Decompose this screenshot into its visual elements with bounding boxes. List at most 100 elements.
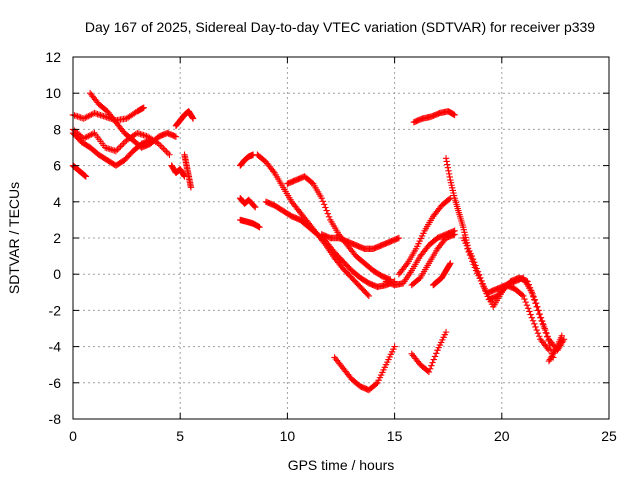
data-point bbox=[558, 332, 566, 339]
data-point bbox=[466, 251, 474, 259]
data-point bbox=[470, 261, 477, 268]
data-points-layer bbox=[69, 90, 568, 394]
data-point bbox=[89, 130, 97, 137]
data-point bbox=[323, 207, 330, 214]
data-point bbox=[140, 104, 147, 111]
data-point bbox=[164, 149, 172, 157]
data-point bbox=[251, 202, 258, 210]
data-point bbox=[446, 173, 453, 181]
data-point bbox=[85, 113, 92, 120]
data-point bbox=[451, 111, 458, 119]
data-point bbox=[445, 167, 452, 174]
data-point bbox=[172, 133, 180, 140]
data-point bbox=[518, 291, 526, 299]
data-point bbox=[428, 362, 435, 369]
y-tick-label: -2 bbox=[49, 302, 62, 318]
data-point bbox=[445, 196, 453, 203]
data-point bbox=[115, 144, 123, 152]
data-point bbox=[540, 323, 548, 331]
data-point bbox=[270, 168, 277, 175]
data-point bbox=[523, 302, 531, 309]
data-point bbox=[529, 317, 537, 324]
data-point bbox=[445, 170, 453, 178]
data-point bbox=[80, 115, 87, 122]
data-point bbox=[482, 287, 489, 294]
y-tick-label: 2 bbox=[53, 230, 61, 246]
data-point bbox=[82, 134, 89, 141]
data-point bbox=[535, 310, 543, 318]
data-point bbox=[82, 173, 90, 180]
data-point bbox=[161, 146, 169, 154]
data-point bbox=[256, 223, 263, 231]
data-point bbox=[471, 264, 479, 271]
data-point bbox=[86, 132, 94, 139]
data-point bbox=[157, 142, 164, 149]
data-point bbox=[532, 323, 539, 331]
data-point bbox=[447, 260, 454, 267]
data-point bbox=[520, 292, 527, 300]
y-tick-label: 4 bbox=[53, 194, 61, 210]
x-axis-label: GPS time / hours bbox=[288, 457, 395, 473]
data-point bbox=[541, 325, 548, 332]
x-tick-label: 15 bbox=[387, 428, 403, 444]
data-point bbox=[395, 234, 403, 242]
y-tick-label: 8 bbox=[53, 121, 61, 137]
data-point bbox=[83, 133, 90, 141]
data-point bbox=[373, 380, 380, 388]
data-point bbox=[160, 145, 167, 152]
y-tick-label: -8 bbox=[49, 411, 62, 427]
data-point bbox=[187, 184, 195, 191]
chart-title: Day 167 of 2025, Sidereal Day-to-day VTE… bbox=[85, 19, 595, 35]
data-point bbox=[318, 194, 325, 202]
data-point bbox=[83, 113, 90, 121]
data-point bbox=[547, 345, 555, 353]
data-point bbox=[538, 317, 545, 324]
y-axis-label: SDTVAR / TECUs bbox=[6, 182, 22, 294]
data-point bbox=[528, 289, 536, 296]
data-point bbox=[117, 143, 124, 150]
data-point bbox=[529, 292, 537, 300]
data-point bbox=[444, 164, 452, 171]
data-point bbox=[431, 353, 439, 360]
data-point bbox=[446, 261, 453, 268]
data-point bbox=[543, 329, 550, 337]
data-point bbox=[522, 298, 529, 306]
data-point bbox=[521, 295, 528, 303]
data-point bbox=[118, 141, 126, 149]
data-point bbox=[526, 308, 533, 315]
y-tick-label: -6 bbox=[49, 375, 62, 391]
data-point bbox=[443, 158, 450, 165]
data-point bbox=[166, 151, 173, 158]
data-point bbox=[542, 326, 549, 334]
data-point bbox=[535, 333, 543, 340]
ticks-layer bbox=[72, 56, 610, 420]
data-point bbox=[433, 350, 440, 357]
data-point bbox=[534, 329, 542, 337]
data-point bbox=[527, 311, 534, 318]
data-point bbox=[533, 303, 540, 310]
data-point bbox=[252, 204, 259, 211]
data-point bbox=[544, 333, 551, 340]
data-point bbox=[320, 201, 328, 208]
data-point bbox=[467, 254, 475, 262]
data-point bbox=[528, 314, 536, 321]
data-point bbox=[112, 147, 120, 155]
y-tick-label: 6 bbox=[53, 158, 61, 174]
data-point bbox=[429, 359, 436, 366]
data-point bbox=[158, 143, 166, 151]
data-point bbox=[442, 155, 450, 162]
data-point bbox=[426, 365, 434, 373]
data-point bbox=[480, 283, 488, 291]
data-point bbox=[82, 114, 89, 121]
x-tick-label: 0 bbox=[69, 428, 77, 444]
data-point bbox=[531, 320, 538, 328]
x-tick-label: 10 bbox=[280, 428, 296, 444]
x-tick-label: 20 bbox=[494, 428, 510, 444]
data-point bbox=[464, 245, 471, 253]
data-point bbox=[319, 198, 327, 205]
data-point bbox=[364, 291, 371, 298]
data-point bbox=[469, 258, 476, 265]
data-point bbox=[120, 140, 127, 147]
data-point bbox=[324, 210, 332, 217]
